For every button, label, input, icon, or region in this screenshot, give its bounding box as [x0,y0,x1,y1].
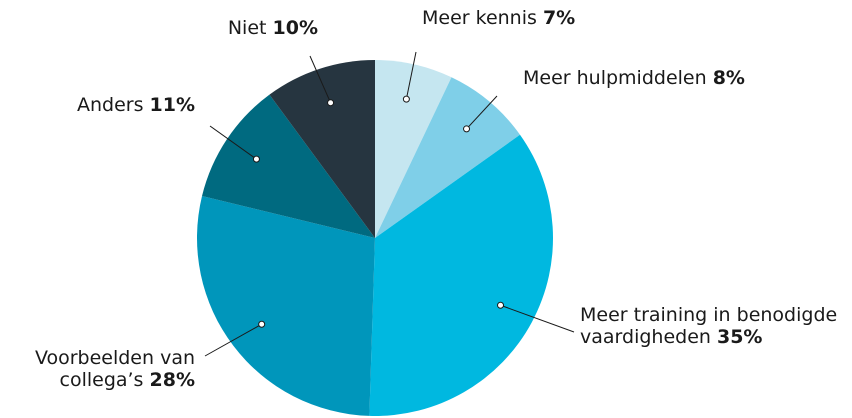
label-name: Meer training in benodigde vaardigheden [580,304,838,348]
label-name: Anders [76,94,144,116]
leader-line [209,125,257,160]
slice-label: Meer kennis 7% [422,7,575,29]
label-name: Niet [227,17,267,39]
leader-dot [252,155,260,163]
leader-line [500,304,575,333]
slice-label: Anders 11% [77,94,195,116]
pie-slice [197,196,375,416]
leader-dot [327,99,335,107]
label-value: 35% [716,326,763,348]
pie-slice [369,134,553,416]
leader-line [405,51,417,100]
pie-slice [375,60,452,238]
slice-label: Meer hulpmiddelen 8% [523,67,745,89]
pie-slice [202,94,375,238]
label-name: Voorbeelden van collega’s [34,347,195,391]
leader-line [466,95,498,130]
label-value: 8% [712,67,745,89]
label-name: Meer kennis [422,7,537,29]
leader-line [204,323,262,357]
slice-label: Niet 10% [228,17,318,39]
label-value: 11% [149,94,195,116]
pie-slice [269,60,375,238]
leader-line [309,55,332,103]
label-name: Meer hulpmiddelen [523,67,707,89]
label-value: 7% [542,7,576,29]
leader-dot [258,320,266,328]
leader-dot [402,95,410,103]
leader-dot [497,301,505,309]
label-value: 10% [272,17,318,39]
label-value: 28% [149,369,195,391]
slice-label: Meer training in benodigde vaardigheden … [580,304,845,348]
leader-dot [463,125,471,133]
slice-label: Voorbeelden van collega’s 28% [0,347,195,391]
pie-slice [375,77,520,238]
